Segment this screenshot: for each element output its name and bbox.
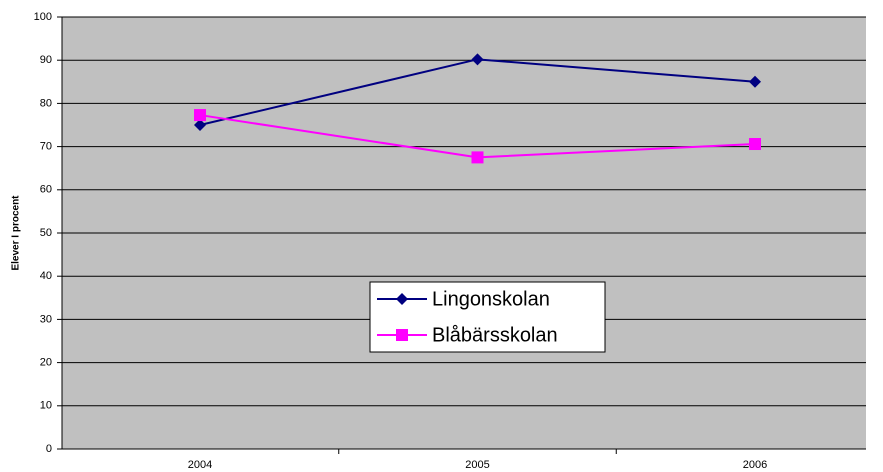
marker xyxy=(471,53,484,66)
marker xyxy=(194,109,206,122)
marker xyxy=(471,151,484,164)
y-tick-label: 10 xyxy=(40,400,52,412)
x-tick-label: 2004 xyxy=(188,459,212,471)
x-tick-label: 2005 xyxy=(465,459,489,471)
legend-box xyxy=(369,281,606,353)
marker xyxy=(749,75,761,88)
legend-label: Lingonskolan xyxy=(432,288,550,310)
y-tick-label: 60 xyxy=(40,184,52,196)
y-tick-label: 100 xyxy=(34,11,52,23)
x-tick-label: 2006 xyxy=(743,459,767,471)
y-tick-label: 30 xyxy=(40,313,52,325)
y-tick-label: 0 xyxy=(46,443,52,455)
marker xyxy=(194,119,206,131)
marker xyxy=(749,138,761,151)
y-tick-label: 20 xyxy=(40,357,52,369)
y-tick-label: 40 xyxy=(40,270,52,282)
marker xyxy=(396,329,408,341)
y-axis-label: Elever I procent xyxy=(11,195,22,271)
marker xyxy=(396,293,408,305)
y-tick-label: 70 xyxy=(40,141,52,153)
y-tick-label: 90 xyxy=(40,54,52,66)
y-tick-label: 50 xyxy=(40,227,52,239)
legend-label: Blåbärsskolan xyxy=(432,324,558,346)
y-tick-label: 80 xyxy=(40,97,52,109)
